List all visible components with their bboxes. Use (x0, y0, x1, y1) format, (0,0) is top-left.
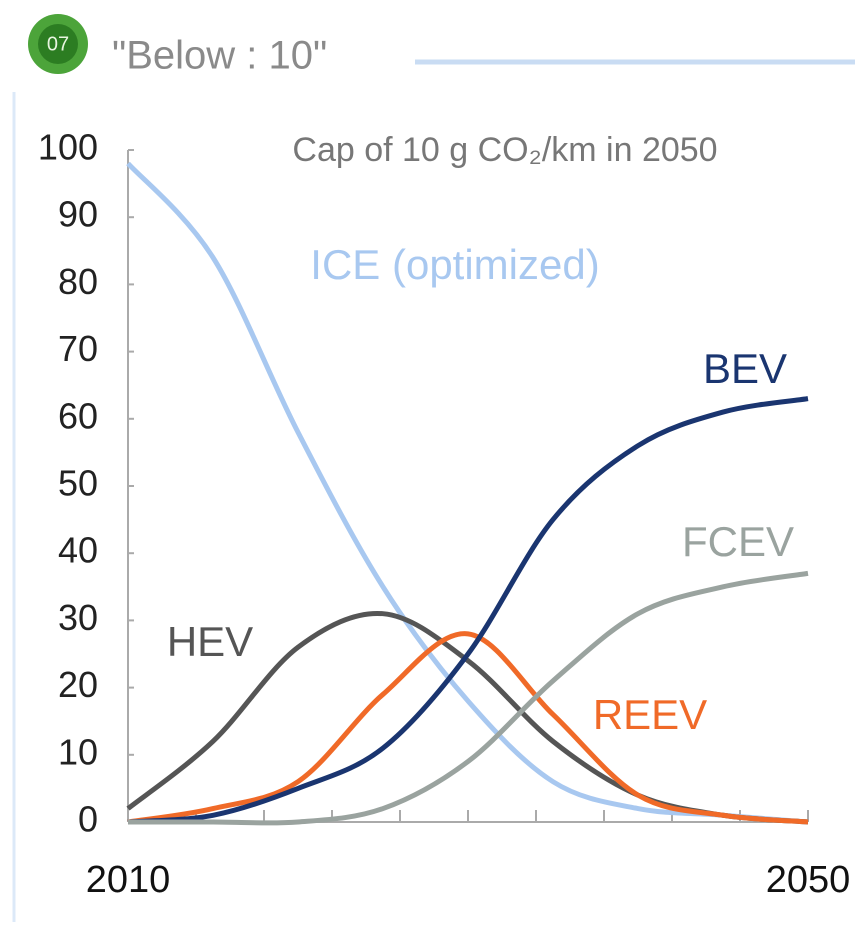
y-tick-label: 90 (58, 194, 98, 235)
y-tick-label: 60 (58, 395, 98, 436)
y-tick-label: 50 (58, 463, 98, 504)
y-tick-label: 40 (58, 530, 98, 571)
x-tick-label: 2050 (766, 859, 851, 901)
y-tick-label: 10 (58, 731, 98, 772)
badge-inner (38, 24, 78, 64)
series-label: HEV (167, 618, 253, 665)
series-label: BEV (703, 345, 787, 392)
series-label: REEV (593, 691, 707, 738)
series-line (127, 631, 809, 825)
chart-title: "Below : 10" (112, 34, 327, 78)
series-line (127, 396, 809, 825)
y-tick-label: 80 (58, 261, 98, 302)
y-tick-label: 70 (58, 328, 98, 369)
y-tick-label: 100 (38, 127, 98, 168)
y-tick-label: 0 (78, 799, 98, 840)
series-line (127, 570, 809, 826)
chart-subtitle: Cap of 10 g CO₂/km in 2050 (292, 131, 717, 169)
series-label: FCEV (682, 518, 794, 565)
y-tick-label: 30 (58, 597, 98, 638)
y-tick-label: 20 (58, 664, 98, 705)
series-label: ICE (optimized) (310, 241, 599, 288)
badge-label: 07 (47, 33, 69, 55)
x-tick-label: 2010 (86, 859, 171, 901)
series-line (126, 161, 809, 825)
